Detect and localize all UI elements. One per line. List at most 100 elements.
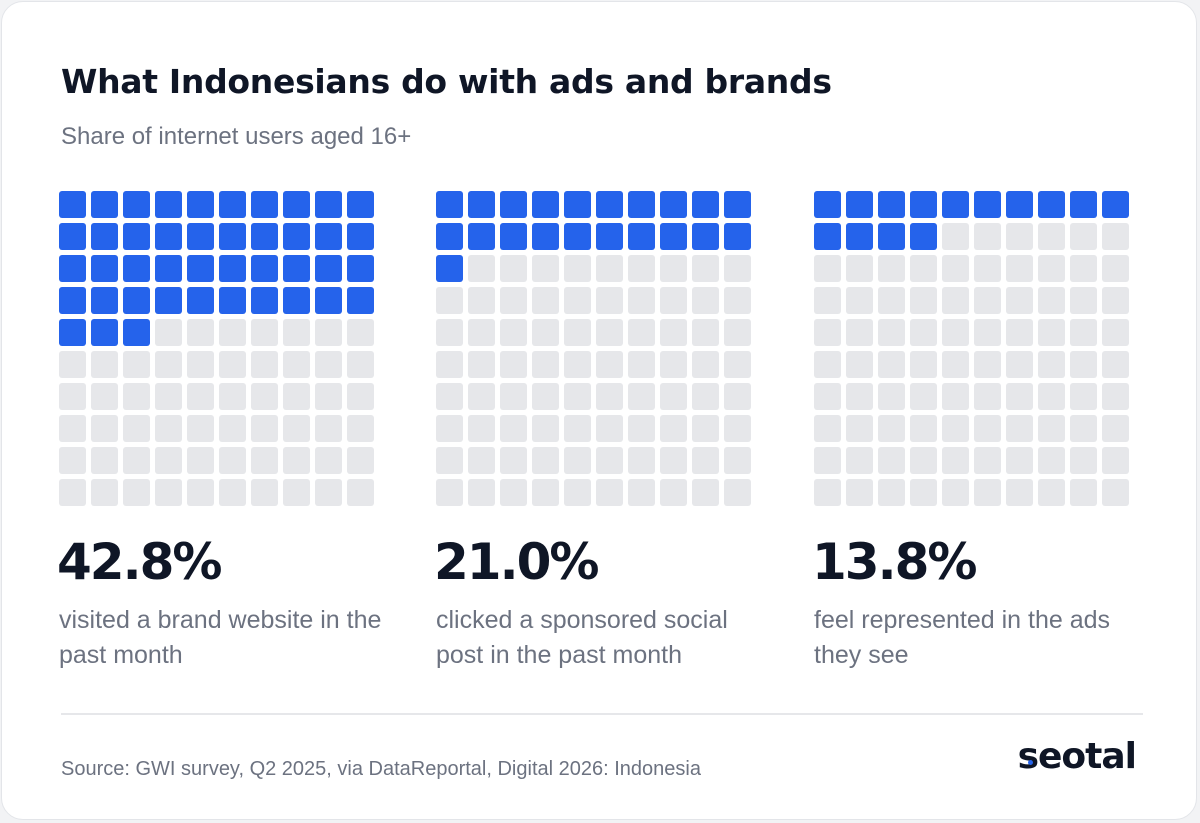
waffle-cell-filled	[347, 255, 374, 282]
waffle-cell-empty	[974, 415, 1001, 442]
waffle-cell-empty	[1006, 447, 1033, 474]
waffle-cell-empty	[564, 415, 591, 442]
waffle-cell-empty	[942, 383, 969, 410]
waffle-cell-empty	[814, 319, 841, 346]
waffle-cell-filled	[692, 223, 719, 250]
waffle-cell-empty	[660, 383, 687, 410]
waffle-cell-empty	[1070, 287, 1097, 314]
waffle-cell-empty	[692, 479, 719, 506]
waffle-cell-empty	[219, 447, 246, 474]
waffle-cell-empty	[91, 415, 118, 442]
waffle-cell-empty	[500, 351, 527, 378]
waffle-cell-empty	[878, 383, 905, 410]
waffle-cell-filled	[846, 223, 873, 250]
waffle-cell-empty	[660, 287, 687, 314]
waffle-cell-empty	[532, 383, 559, 410]
waffle-cell-empty	[628, 287, 655, 314]
waffle-cell-filled	[628, 191, 655, 218]
waffle-grid	[814, 191, 1130, 507]
waffle-cell-filled	[123, 223, 150, 250]
waffle-cell-empty	[436, 479, 463, 506]
waffle-grid	[59, 191, 375, 507]
waffle-cell-empty	[187, 479, 214, 506]
waffle-cell-empty	[878, 319, 905, 346]
waffle-cell-empty	[942, 447, 969, 474]
waffle-cell-empty	[532, 319, 559, 346]
waffle-cell-filled	[187, 287, 214, 314]
waffle-cell-empty	[1102, 383, 1129, 410]
chart-title: What Indonesians do with ads and brands	[61, 62, 832, 101]
waffle-cell-empty	[974, 319, 1001, 346]
waffle-cell-filled	[315, 287, 342, 314]
waffle-cell-empty	[974, 351, 1001, 378]
waffle-cell-empty	[219, 383, 246, 410]
waffle-cell-empty	[1038, 319, 1065, 346]
waffle-cell-filled	[219, 223, 246, 250]
waffle-cell-empty	[692, 255, 719, 282]
waffle-cell-empty	[500, 319, 527, 346]
waffle-cell-empty	[315, 479, 342, 506]
waffle-cell-empty	[436, 415, 463, 442]
waffle-cell-empty	[814, 287, 841, 314]
waffle-cell-empty	[974, 383, 1001, 410]
waffle-cell-empty	[1006, 319, 1033, 346]
waffle-cell-empty	[974, 223, 1001, 250]
waffle-cell-empty	[1102, 223, 1129, 250]
waffle-cell-filled	[724, 223, 751, 250]
waffle-cell-empty	[1006, 479, 1033, 506]
waffle-cell-filled	[91, 255, 118, 282]
waffle-cell-empty	[123, 383, 150, 410]
waffle-cell-filled	[1070, 191, 1097, 218]
waffle-cell-filled	[187, 191, 214, 218]
waffle-cell-filled	[155, 223, 182, 250]
waffle-cell-empty	[219, 479, 246, 506]
waffle-cell-filled	[283, 255, 310, 282]
waffle-cell-empty	[347, 319, 374, 346]
waffle-cell-empty	[596, 383, 623, 410]
waffle-cell-empty	[251, 319, 278, 346]
waffle-cell-empty	[187, 351, 214, 378]
waffle-cell-empty	[628, 351, 655, 378]
waffle-cell-empty	[660, 319, 687, 346]
waffle-cell-empty	[974, 287, 1001, 314]
waffle-panel-brand-website: 42.8% visited a brand website in the pas…	[57, 191, 399, 669]
waffle-cell-empty	[846, 287, 873, 314]
waffle-cell-empty	[910, 287, 937, 314]
waffle-cell-empty	[724, 479, 751, 506]
waffle-cell-empty	[564, 383, 591, 410]
waffle-cell-empty	[814, 447, 841, 474]
waffle-cell-filled	[251, 287, 278, 314]
waffle-cell-filled	[59, 287, 86, 314]
waffle-cell-empty	[347, 447, 374, 474]
waffle-cell-empty	[814, 255, 841, 282]
waffle-cell-filled	[1006, 191, 1033, 218]
waffle-cell-empty	[1070, 383, 1097, 410]
waffle-cell-filled	[251, 191, 278, 218]
waffle-cell-empty	[532, 287, 559, 314]
footer-divider	[61, 713, 1143, 715]
waffle-cell-empty	[155, 383, 182, 410]
waffle-cell-empty	[468, 383, 495, 410]
waffle-cell-empty	[59, 351, 86, 378]
waffle-cell-empty	[468, 479, 495, 506]
stat-description: visited a brand website in the past mont…	[59, 606, 382, 669]
waffle-cell-filled	[724, 191, 751, 218]
waffle-cell-filled	[315, 191, 342, 218]
waffle-cell-empty	[1070, 447, 1097, 474]
waffle-cell-empty	[692, 351, 719, 378]
waffle-cell-empty	[628, 319, 655, 346]
waffle-cell-empty	[1038, 447, 1065, 474]
waffle-cell-filled	[91, 287, 118, 314]
waffle-cell-filled	[283, 223, 310, 250]
stat-value: 42.8%	[57, 533, 222, 591]
waffle-cell-empty	[1102, 447, 1129, 474]
waffle-cell-empty	[123, 351, 150, 378]
waffle-cell-filled	[814, 223, 841, 250]
waffle-cell-empty	[532, 415, 559, 442]
waffle-cell-empty	[846, 383, 873, 410]
waffle-cell-empty	[974, 479, 1001, 506]
waffle-cell-empty	[347, 351, 374, 378]
waffle-cell-empty	[155, 479, 182, 506]
waffle-cell-empty	[251, 479, 278, 506]
waffle-cell-empty	[942, 223, 969, 250]
